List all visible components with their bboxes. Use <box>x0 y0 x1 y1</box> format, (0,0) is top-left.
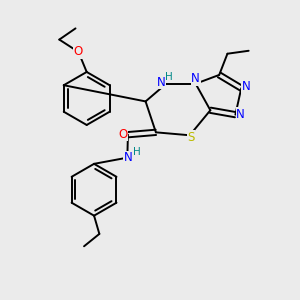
Text: N: N <box>242 80 251 93</box>
Text: N: N <box>157 76 165 89</box>
Text: N: N <box>236 108 245 121</box>
Text: N: N <box>191 72 200 85</box>
Text: O: O <box>74 45 83 58</box>
Text: O: O <box>118 128 127 141</box>
Text: H: H <box>133 147 141 158</box>
Text: H: H <box>165 72 173 82</box>
Text: S: S <box>187 131 195 144</box>
Text: N: N <box>124 152 133 164</box>
